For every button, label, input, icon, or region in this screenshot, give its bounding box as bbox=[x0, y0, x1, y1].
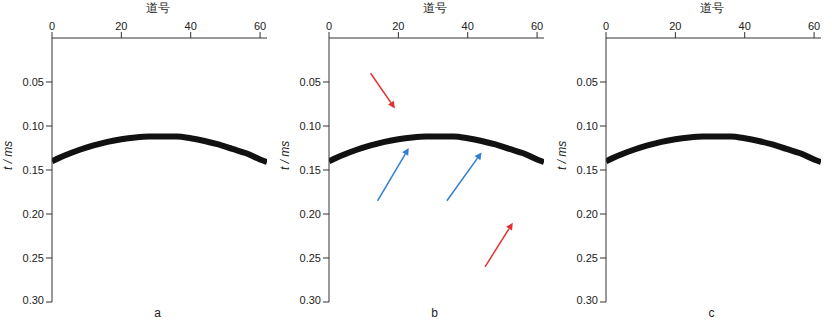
svg-text:0.05: 0.05 bbox=[23, 76, 44, 88]
svg-text:0.05: 0.05 bbox=[300, 76, 321, 88]
svg-text:20: 20 bbox=[392, 20, 404, 32]
svg-text:40: 40 bbox=[185, 20, 197, 32]
svg-text:0.10: 0.10 bbox=[23, 120, 44, 132]
svg-text:t / ms: t / ms bbox=[278, 141, 292, 170]
svg-text:0.15: 0.15 bbox=[23, 164, 44, 176]
svg-text:0.15: 0.15 bbox=[300, 164, 321, 176]
html-text:c: c bbox=[708, 306, 715, 320]
svg-text:0.30: 0.30 bbox=[23, 294, 44, 306]
svg-text:0: 0 bbox=[603, 20, 609, 32]
svg-text:20: 20 bbox=[669, 20, 681, 32]
svg-text:0.20: 0.20 bbox=[23, 208, 44, 220]
svg-text:0.30: 0.30 bbox=[300, 294, 321, 306]
svg-text:0.30: 0.30 bbox=[577, 294, 598, 306]
svg-text:0: 0 bbox=[326, 20, 332, 32]
svg-text:40: 40 bbox=[462, 20, 474, 32]
svg-text:40: 40 bbox=[739, 20, 751, 32]
svg-text:0.10: 0.10 bbox=[577, 120, 598, 132]
svg-text:t / ms: t / ms bbox=[555, 141, 569, 170]
html-text:b: b bbox=[431, 306, 438, 320]
html-text:道号: 道号 bbox=[145, 1, 170, 15]
svg-text:60: 60 bbox=[808, 20, 820, 32]
svg-text:0.05: 0.05 bbox=[577, 76, 598, 88]
svg-text:20: 20 bbox=[115, 20, 127, 32]
svg-text:0.10: 0.10 bbox=[300, 120, 321, 132]
svg-text:0.25: 0.25 bbox=[23, 252, 44, 264]
html-text:道号: 道号 bbox=[699, 1, 724, 15]
svg-text:0.20: 0.20 bbox=[300, 208, 321, 220]
svg-text:0.15: 0.15 bbox=[577, 164, 598, 176]
svg-text:60: 60 bbox=[254, 20, 266, 32]
html-text:a: a bbox=[154, 306, 161, 320]
svg-text:0.20: 0.20 bbox=[577, 208, 598, 220]
svg-text:t / ms: t / ms bbox=[1, 141, 15, 170]
svg-text:60: 60 bbox=[531, 20, 543, 32]
svg-text:0.25: 0.25 bbox=[577, 252, 598, 264]
html-text:道号: 道号 bbox=[422, 1, 447, 15]
svg-text:0: 0 bbox=[49, 20, 55, 32]
svg-text:0.25: 0.25 bbox=[300, 252, 321, 264]
